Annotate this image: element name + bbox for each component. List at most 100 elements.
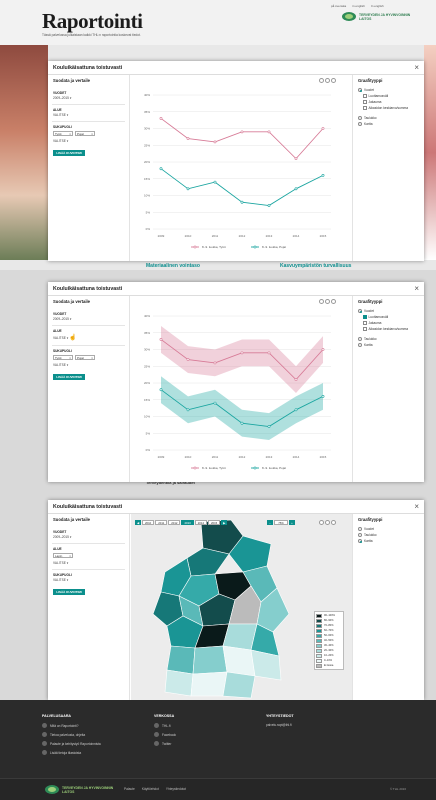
option-total[interactable]: Aikasidon keskiarvo/summa: [358, 106, 424, 110]
confidence-band: [161, 376, 323, 440]
prev-year-button[interactable]: ◀: [135, 520, 141, 525]
close-icon[interactable]: ×: [414, 284, 419, 293]
legend-marker: [193, 245, 197, 249]
download-icon[interactable]: [319, 299, 324, 304]
year-2010[interactable]: 2010: [142, 520, 155, 525]
tag-boys[interactable]: Pojat ×: [75, 355, 95, 360]
legend-item: 40–50%: [316, 638, 342, 643]
zoom-out-button[interactable]: −: [267, 520, 273, 525]
y-tick-label: 10%: [144, 415, 150, 419]
footer-col-online: VERKOSSA THL.fi Facebook Twitter: [154, 714, 176, 746]
modal-title: Kouluikäisattuna toistuvasti: [53, 286, 123, 292]
option-table[interactable]: Taulukko: [358, 533, 424, 537]
footer-link-thl[interactable]: THL.fi: [154, 723, 176, 728]
share-icon[interactable]: [331, 78, 336, 83]
option-years[interactable]: Vuodet: [358, 309, 424, 313]
map-region: [192, 645, 228, 675]
option-map[interactable]: Kartta: [358, 343, 424, 347]
footer-link[interactable]: Mitä on Raportointi?: [42, 723, 101, 728]
x-tick-label: 2009: [158, 455, 165, 459]
option-map[interactable]: Kartta: [358, 539, 424, 543]
option-years[interactable]: Vuodet: [358, 88, 424, 92]
data-point: [186, 137, 190, 140]
tag-area[interactable]: Lapin ×: [53, 553, 73, 558]
terms-link[interactable]: Käyttöehdot: [141, 787, 159, 791]
option-table[interactable]: Taulukko: [358, 337, 424, 341]
remove-icon[interactable]: ×: [69, 356, 71, 360]
remove-icon[interactable]: ×: [91, 356, 93, 360]
bg-heading-2[interactable]: Kasvuympäristön turvallisuus: [280, 263, 352, 269]
lang-link-en[interactable]: in english: [352, 4, 365, 8]
contact-link[interactable]: Yhteystiedotot: [165, 787, 187, 791]
y-tick-label: 35%: [144, 110, 150, 114]
info-icon[interactable]: [325, 520, 330, 525]
tag-boys[interactable]: Pojat ×: [75, 131, 95, 136]
share-icon[interactable]: [331, 520, 336, 525]
footer-link-facebook[interactable]: Facebook: [154, 732, 176, 737]
area-select[interactable]: VALITSE ▾: [53, 561, 69, 565]
zoom-in-button[interactable]: +: [289, 520, 295, 525]
years-select[interactable]: 2009–2015 ▾: [53, 317, 72, 321]
year-2011[interactable]: 2011: [155, 520, 168, 525]
y-tick-label: 0%: [146, 227, 151, 231]
footer-link[interactable]: Palaute ja kehitystyö Raportoinnista: [42, 741, 101, 746]
option-dist[interactable]: Jakauma: [358, 100, 424, 104]
footer-logo[interactable]: TERVEYDEN JA HYVINVOINNIN LAITOS: [45, 785, 114, 794]
footer-contact-email[interactable]: palvelu.rapt@thl.fi: [266, 723, 292, 727]
download-icon[interactable]: [319, 78, 324, 83]
legend-label: 50–60%: [324, 634, 334, 637]
footer-link[interactable]: Lisää tietoja tilastoista: [42, 750, 101, 755]
gender-select[interactable]: VALITSE ▾: [53, 578, 69, 582]
option-table[interactable]: Taulukko: [358, 116, 424, 120]
x-tick-label: 2014: [293, 234, 300, 238]
add-pattern-button[interactable]: LISÄÄ KUVIOTIMI: [53, 150, 85, 156]
area-select[interactable]: VALITSE ▾: [53, 113, 69, 117]
remove-icon[interactable]: ×: [69, 132, 71, 136]
year-2015[interactable]: 2015: [207, 520, 221, 525]
lang-link-en2[interactable]: In english: [370, 4, 384, 8]
option-dist[interactable]: Jakauma: [358, 321, 424, 325]
legend-swatch: [316, 628, 322, 633]
x-tick-label: 2014: [293, 455, 300, 459]
add-pattern-button[interactable]: LISÄÄ KUVIOTIMI: [53, 589, 85, 595]
remove-icon[interactable]: ×: [69, 554, 71, 558]
thl-logo[interactable]: TERVEYDEN JA HYVINVOINNIN LAITOS: [342, 12, 411, 21]
zoom-level: 75%: [274, 520, 288, 525]
footer-link-twitter[interactable]: Twitter: [154, 741, 176, 746]
year-2012[interactable]: 2012: [168, 520, 181, 525]
share-icon[interactable]: [331, 299, 336, 304]
year-2014[interactable]: 2014: [194, 520, 207, 525]
years-select[interactable]: 2009–2015 ▾: [53, 535, 72, 539]
area-select[interactable]: VALITSE ▾ ☝: [53, 335, 77, 341]
legend-swatch: [316, 633, 322, 638]
y-tick-label: 40%: [144, 314, 150, 318]
next-year-button[interactable]: ▶: [221, 520, 228, 525]
bg-heading-3[interactable]: Terveydentila ja sairaudet: [146, 480, 195, 485]
x-tick-label: 2015: [320, 234, 327, 238]
close-icon[interactable]: ×: [414, 63, 419, 72]
option-map[interactable]: Kartta: [358, 122, 424, 126]
year-2013[interactable]: 2013: [181, 520, 194, 525]
bg-heading-1[interactable]: Materiaalinen vointaso: [146, 263, 200, 269]
footer-bottom: TERVEYDEN JA HYVINVOINNIN LAITOS Palaute…: [0, 778, 436, 800]
lang-link-sv[interactable]: på svenska: [331, 4, 347, 8]
download-icon[interactable]: [319, 520, 324, 525]
footer-link[interactable]: Tietoa palvelusta, ohjeita: [42, 732, 101, 737]
add-pattern-button[interactable]: LISÄÄ KUVIOTIMI: [53, 374, 85, 380]
gender-select[interactable]: VALITSE ▾: [53, 363, 69, 367]
gender-select[interactable]: VALITSE ▾: [53, 139, 69, 143]
option-ci[interactable]: Luottamusväli: [358, 315, 424, 319]
feedback-link[interactable]: Palaute: [124, 787, 135, 791]
option-years[interactable]: Vuodet: [358, 527, 424, 531]
remove-icon[interactable]: ×: [91, 132, 93, 136]
legend-label: 10–20%: [324, 654, 334, 657]
close-icon[interactable]: ×: [414, 502, 419, 511]
info-icon[interactable]: [325, 78, 330, 83]
option-ci[interactable]: Luottamusväli: [358, 94, 424, 98]
chart-toolbar: [319, 78, 336, 83]
option-total[interactable]: Aikasidon keskiarvo/summa: [358, 327, 424, 331]
tag-girls[interactable]: Tytöt ×: [53, 131, 73, 136]
tag-girls[interactable]: Tytöt ×: [53, 355, 73, 360]
years-select[interactable]: 2009–2015 ▾: [53, 96, 72, 100]
info-icon[interactable]: [325, 299, 330, 304]
